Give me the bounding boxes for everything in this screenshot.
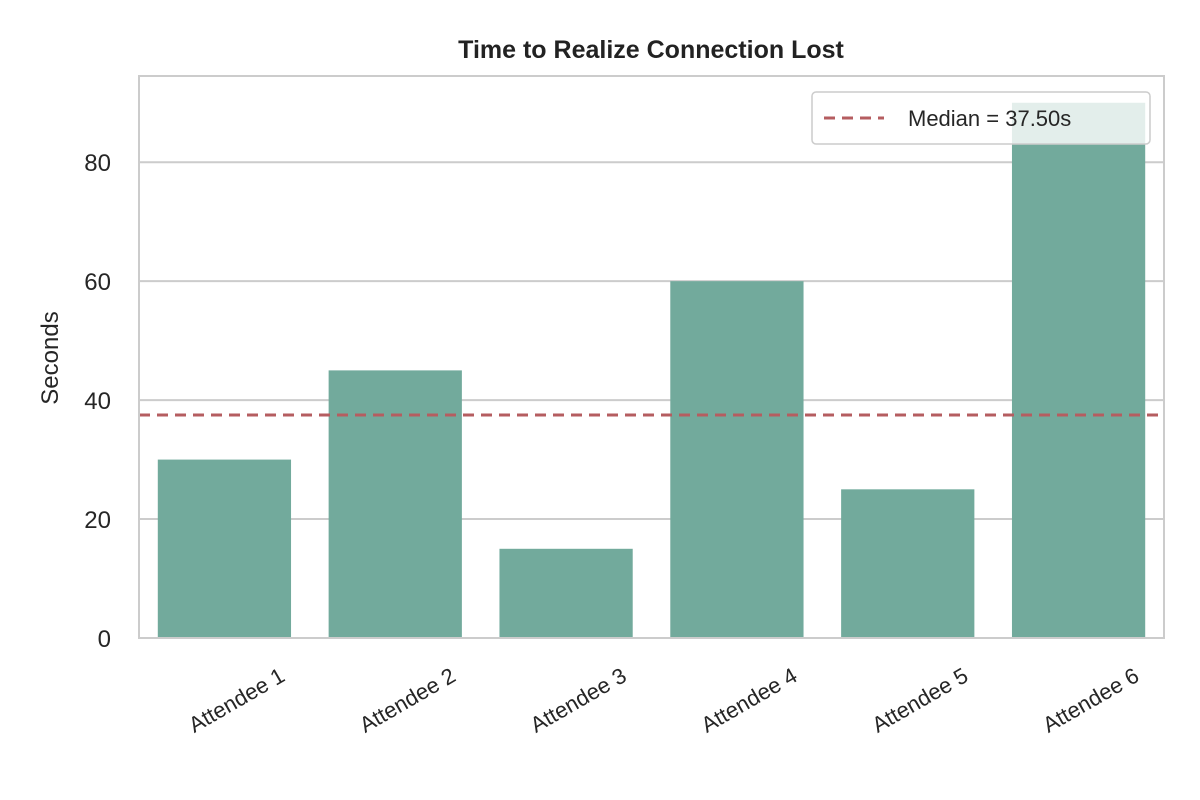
axes-frame <box>138 75 1165 639</box>
x-tick-2: Attendee 2 <box>355 663 460 738</box>
grid-lines <box>139 161 1164 639</box>
x-tick-4: Attendee 4 <box>697 663 802 738</box>
y-tick-20: 20 <box>84 507 111 534</box>
y-tick-labels: 0 20 40 60 80 <box>84 150 111 653</box>
bar-5 <box>841 489 975 638</box>
legend: Median = 37.50s <box>811 91 1151 145</box>
y-tick-40: 40 <box>84 388 111 415</box>
y-axis-label: Seconds <box>37 311 64 404</box>
x-tick-labels: Attendee 1 Attendee 2 Attendee 3 Attendee 4… <box>184 663 1143 738</box>
y-tick-60: 60 <box>84 269 111 296</box>
y-tick-80: 80 <box>84 150 111 177</box>
x-tick-1: Attendee 1 <box>184 663 289 738</box>
bar-6 <box>1011 102 1146 638</box>
x-tick-5: Attendee 5 <box>868 663 973 738</box>
y-tick-0: 0 <box>98 626 111 653</box>
bar-4 <box>670 281 804 638</box>
bar-1 <box>157 459 292 638</box>
legend-box <box>811 91 1151 145</box>
bar-2 <box>328 370 462 638</box>
x-tick-3: Attendee 3 <box>526 663 631 738</box>
bar-3 <box>499 548 633 638</box>
legend-median-label: Median = 37.50s <box>908 106 1071 131</box>
x-tick-6: Attendee 6 <box>1038 663 1143 738</box>
bars <box>157 102 1146 638</box>
chart-title: Time to Realize Connection Lost <box>458 36 844 64</box>
